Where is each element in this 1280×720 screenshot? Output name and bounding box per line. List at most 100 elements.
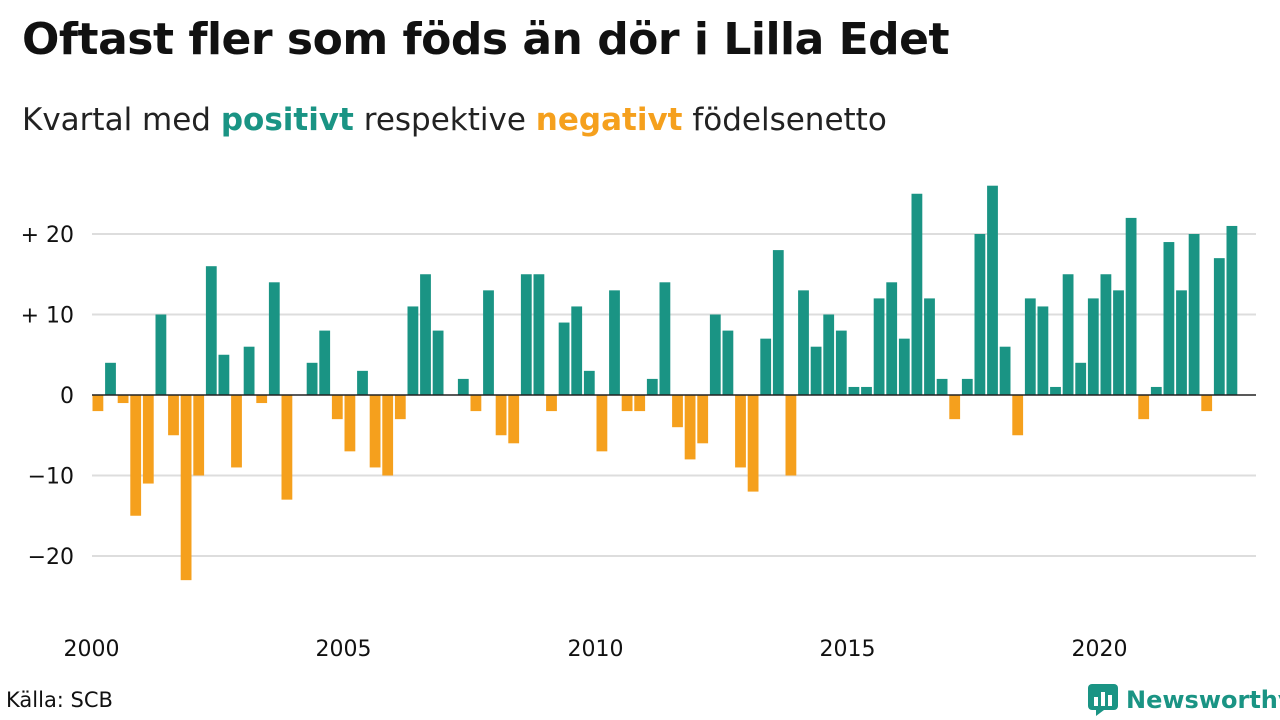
bar-positive [1188,234,1200,395]
bar-positive [760,338,772,395]
y-tick-label: + 20 [21,223,74,248]
bar-positive [1050,386,1061,395]
bar-negative [168,395,179,436]
bar-positive [848,386,860,395]
x-tick-label: 2000 [64,637,120,662]
bar-negative [369,395,381,468]
subtitle-prefix: Kvartal med [22,102,211,138]
subtitle-negative: negativt [535,102,683,138]
bar-positive [457,378,469,395]
bar-positive [432,330,444,395]
bar-positive [1087,298,1099,395]
bar-positive [709,314,721,395]
bar-positive [1125,217,1137,395]
bar-positive [861,386,872,395]
bar-negative [596,395,608,452]
bar-positive [155,314,167,395]
bar-positive [1163,242,1175,395]
y-tick-label: 0 [60,384,74,409]
bar-positive [205,266,217,395]
bar-negative [382,395,394,476]
bar-positive [936,378,948,395]
bar-negative [697,395,709,444]
bar-positive [357,370,368,395]
subtitle-middle: respektive [363,102,526,138]
bar-positive [1075,362,1087,395]
bar-positive [420,274,431,395]
bar-negative [684,395,696,460]
bar-negative [747,395,759,492]
y-tick-label: −20 [28,545,74,570]
bar-negative [785,395,797,476]
bar-positive [483,290,494,395]
y-tick-label: + 10 [21,304,74,329]
x-tick-label: 2010 [568,637,624,662]
chart-subtitle: Kvartal med positivt respektive negativt… [22,102,887,138]
bar-positive [1176,290,1187,395]
bar-positive [961,378,973,395]
bar-positive [1113,290,1124,395]
bar-negative [92,395,104,412]
bar-positive [835,330,847,395]
bar-negative [1138,395,1150,420]
bar-positive [558,322,570,395]
bar-negative [1201,395,1213,412]
x-tick-label: 2005 [316,637,372,662]
bar-positive [583,370,595,395]
bar-positive [319,330,331,395]
x-tick-label: 2015 [820,637,876,662]
bar-positive [798,290,809,395]
bar-negative [735,395,746,468]
bar-positive [306,362,318,395]
bar-positive [974,234,986,395]
bar-negative [470,395,482,412]
bar-positive [987,185,998,395]
bar-positive [609,290,620,395]
bar-negative [546,395,557,412]
bar-negative [180,395,192,581]
bar-positive [722,330,734,395]
bar-positive [520,274,532,395]
bar-positive [646,378,658,395]
bar-negative [634,395,646,412]
bar-positive [571,306,583,395]
bar-positive [810,346,822,395]
bar-positive [218,354,230,395]
bar-positive [659,282,671,395]
subtitle-suffix: födelsenetto [692,102,887,138]
bar-negative [672,395,683,428]
chart-title: Oftast fler som föds än dör i Lilla Edet [22,14,950,65]
bar-positive [105,362,116,395]
bar-positive [823,314,835,395]
bar-negative [231,395,242,468]
bar-positive [911,193,923,395]
bar-positive [1037,306,1049,395]
newsworthy-logo-icon [1088,684,1118,716]
bar-negative [394,395,406,420]
bar-negative [344,395,356,452]
y-tick-label: −10 [28,465,74,490]
bar-negative [1012,395,1024,436]
bar-positive [533,274,545,395]
subtitle-positive: positivt [220,102,354,138]
bar-negative [949,395,961,420]
bar-positive [1024,298,1036,395]
bar-negative [508,395,520,444]
bar-positive [1226,225,1238,395]
bar-negative [256,395,268,404]
bar-positive [407,306,419,395]
bar-positive [924,298,935,395]
bar-positive [243,346,255,395]
brand-logo: Newsworthy [1088,684,1280,716]
bar-negative [621,395,633,412]
bar-positive [772,250,784,395]
bar-positive [1100,274,1112,395]
bar-positive [268,282,280,395]
bar-negative [193,395,205,476]
bar-positive [886,282,898,395]
x-tick-label: 2020 [1072,637,1128,662]
bar-positive [1062,274,1074,395]
bar-negative [130,395,142,516]
brand-name: Newsworthy [1126,686,1280,714]
